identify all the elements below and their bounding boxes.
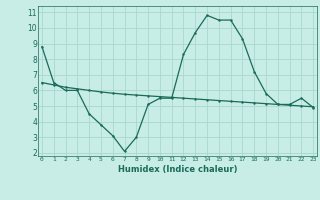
X-axis label: Humidex (Indice chaleur): Humidex (Indice chaleur)	[118, 165, 237, 174]
